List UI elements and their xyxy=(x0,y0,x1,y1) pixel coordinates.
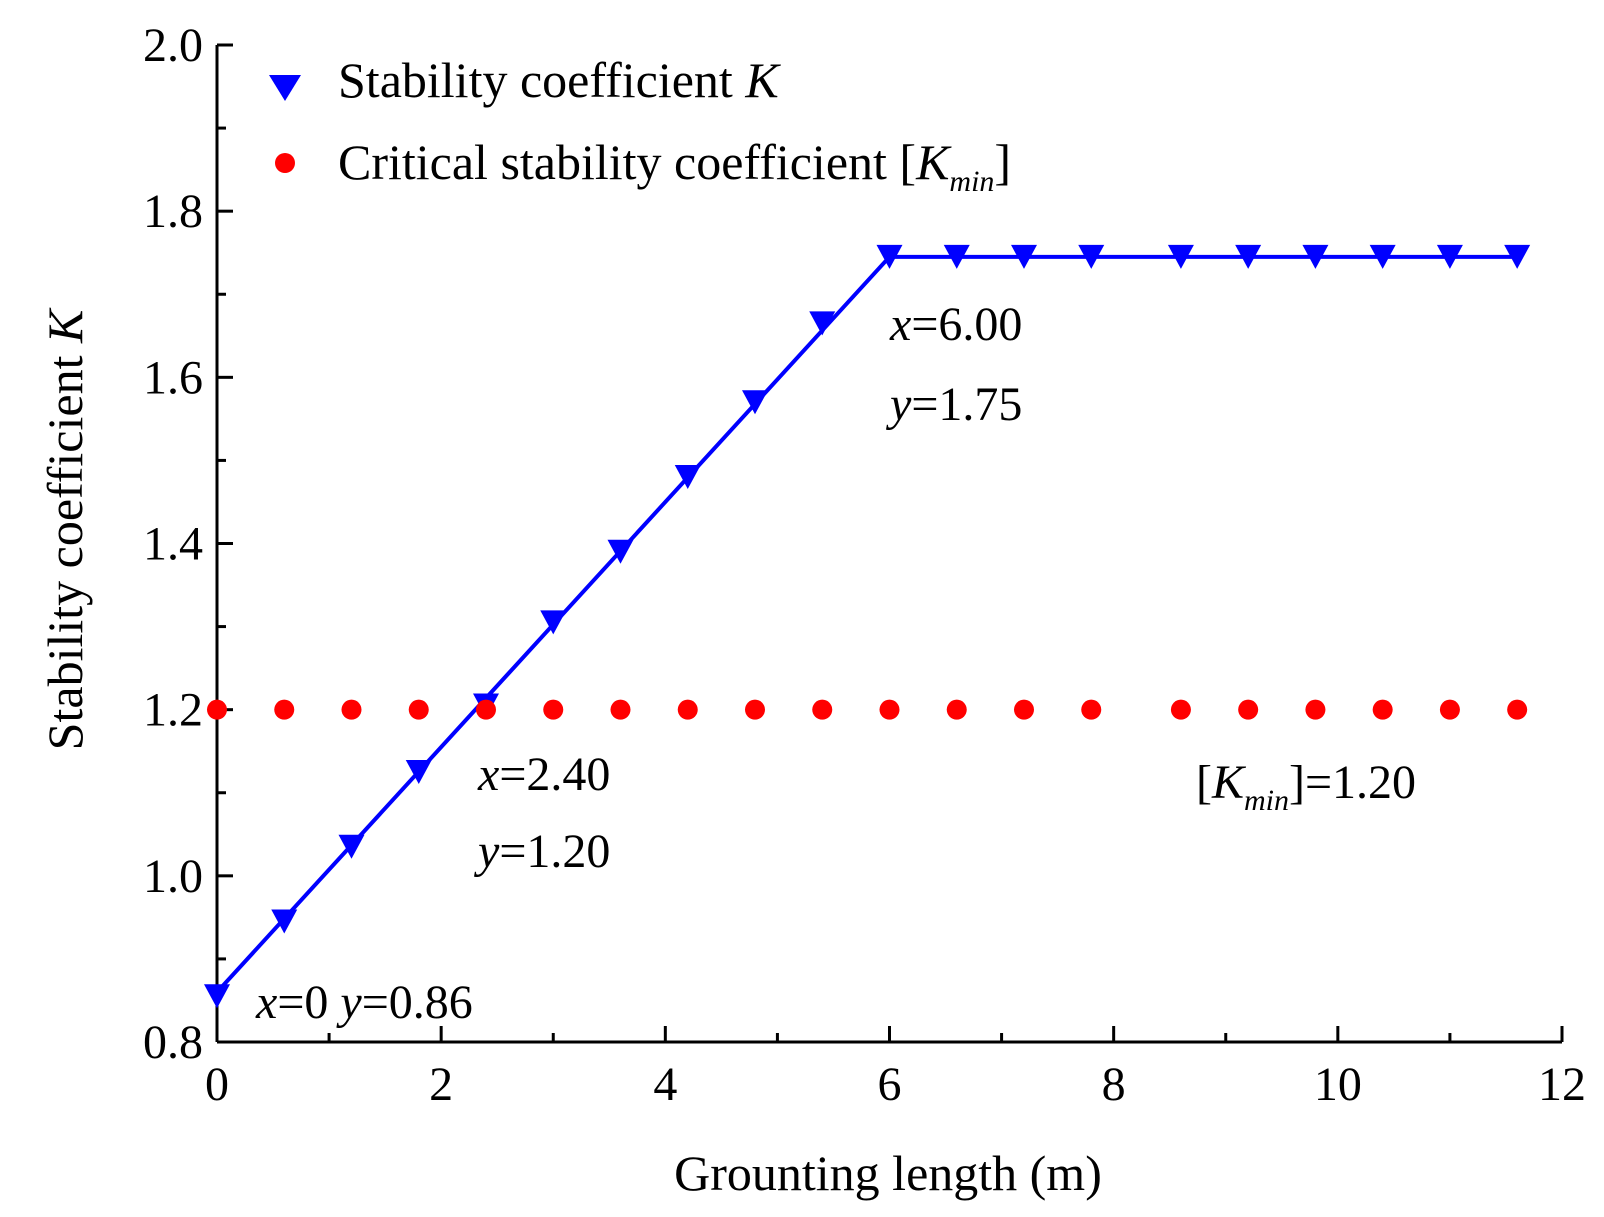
stability-point xyxy=(1011,244,1037,269)
annotation-cross-x: x=2.40 xyxy=(477,748,610,801)
x-tick-label: 2 xyxy=(429,1058,453,1111)
y-tick-label: 2.0 xyxy=(143,19,203,72)
critical-point xyxy=(1081,699,1102,720)
stability-point xyxy=(607,539,634,564)
stability-markers-group xyxy=(204,244,1531,1009)
x-tick-label: 10 xyxy=(1314,1058,1362,1111)
legend-label-critical: Critical stability coefficient [Kmin] xyxy=(338,134,1011,198)
critical-point xyxy=(1170,699,1191,720)
critical-point xyxy=(677,699,698,720)
critical-point xyxy=(476,699,496,720)
stability-point xyxy=(1078,244,1105,269)
stability-point xyxy=(405,759,432,784)
axes xyxy=(215,45,1562,1044)
y-tick-label: 1.6 xyxy=(143,351,203,404)
critical-point xyxy=(1372,699,1393,720)
stability-point xyxy=(876,244,903,269)
x-tick-label: 12 xyxy=(1538,1058,1586,1111)
stability-point xyxy=(674,465,701,490)
critical-point xyxy=(1507,699,1528,720)
critical-point xyxy=(1439,699,1460,720)
annotation-cross-y: y=1.20 xyxy=(473,825,610,878)
critical-point xyxy=(745,699,765,720)
stability-point xyxy=(1235,244,1262,269)
stability-point xyxy=(809,311,836,336)
stability-point xyxy=(943,244,970,269)
critical-point xyxy=(879,699,900,720)
stability-point xyxy=(338,834,365,859)
critical-point xyxy=(1014,699,1034,720)
critical-point xyxy=(1305,699,1326,720)
stability-point xyxy=(1167,244,1194,269)
annotation-kmin: [Kmin]=1.20 xyxy=(1196,756,1416,817)
y-axis-title: Stability coefficient K xyxy=(37,307,93,750)
stability-point xyxy=(1504,244,1531,269)
x-axis-title: Grounting length (m) xyxy=(674,1145,1102,1201)
stability-line xyxy=(215,254,1518,994)
critical-point xyxy=(543,699,564,720)
legend-label-stability: Stability coefficient K xyxy=(338,52,781,108)
critical-markers-group xyxy=(207,699,1528,720)
stability-line-group xyxy=(215,254,1518,994)
y-tick-label: 0.8 xyxy=(143,1016,203,1069)
critical-point xyxy=(408,699,429,720)
y-tick-label: 1.4 xyxy=(143,518,203,571)
stability-point xyxy=(742,390,768,415)
critical-point xyxy=(341,699,362,720)
legend-triangle-icon xyxy=(269,75,301,101)
critical-point xyxy=(207,699,227,720)
y-tick-label: 1.0 xyxy=(143,850,203,903)
x-tick-label: 6 xyxy=(878,1058,902,1111)
critical-point xyxy=(812,699,833,720)
y-tick-label: 1.2 xyxy=(143,684,203,737)
stability-point xyxy=(1436,244,1463,269)
x-tick-label: 4 xyxy=(653,1058,677,1111)
stability-point xyxy=(540,610,567,635)
stability-point xyxy=(1369,244,1396,269)
legend-circle-icon xyxy=(275,153,295,173)
y-tick-label: 1.8 xyxy=(143,185,203,238)
critical-point xyxy=(274,699,295,720)
annotation-plateau-y: y=1.75 xyxy=(885,378,1022,431)
stability-point xyxy=(1302,244,1329,269)
critical-point xyxy=(946,699,967,720)
critical-point xyxy=(1238,699,1259,720)
annotation-start: x=0 y=0.86 xyxy=(255,976,473,1029)
x-tick-label: 0 xyxy=(205,1058,229,1111)
x-ticks: 0 2 4 6 8 10 12 xyxy=(205,1026,1586,1111)
critical-point xyxy=(610,699,631,720)
annotation-plateau-x: x=6.00 xyxy=(889,298,1022,351)
stability-point xyxy=(271,909,298,934)
stability-point xyxy=(204,984,230,1009)
y-ticks: 0.8 1.0 1.2 1.4 1.6 1.8 2.0 xyxy=(143,19,233,1069)
legend: Stability coefficient K Critical stabili… xyxy=(269,52,1011,198)
x-tick-label: 8 xyxy=(1102,1058,1126,1111)
